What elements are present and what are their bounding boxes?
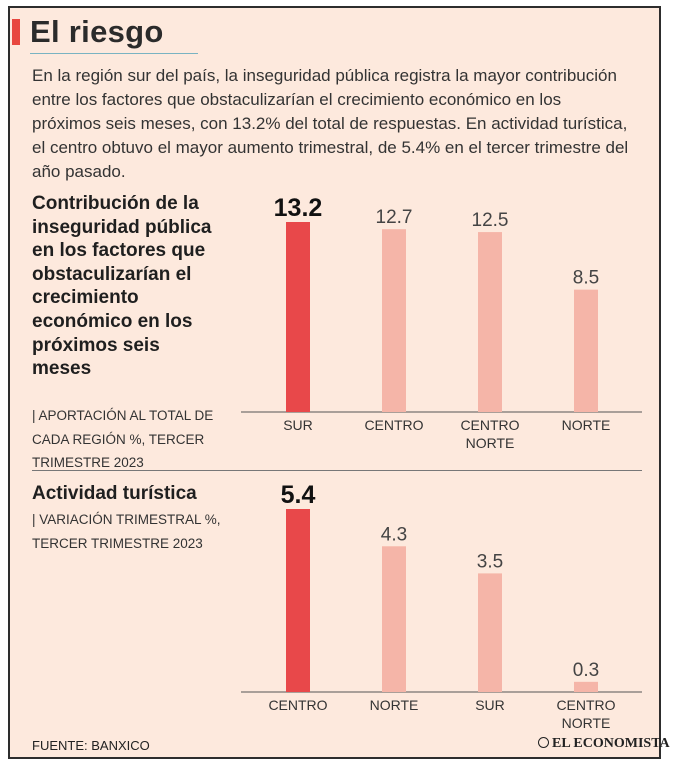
intro-paragraph: En la región sur del país, la insegurida… xyxy=(32,66,629,181)
chart2-bar xyxy=(382,546,406,692)
chart2-svg: 5.4 CENTRO 4.3 NORTE 3.5 SUR 0.3 CENTRO NORTE xyxy=(241,481,642,731)
chart1-value-label: 12.5 xyxy=(472,210,509,231)
chart2-bar xyxy=(478,573,502,692)
chart1-value-label: 13.2 xyxy=(274,194,323,222)
chart1-svg: 13.2 SUR 12.7 CENTRO 12.5 CENTRO NORTE 8.5 NORTE xyxy=(241,194,642,451)
chart2-bar xyxy=(574,681,598,692)
title-underline xyxy=(30,53,198,54)
section-divider xyxy=(32,470,642,471)
chart2-category-label: CENTRO xyxy=(268,697,327,713)
chart1-bar xyxy=(286,222,310,412)
chart2-bar xyxy=(286,509,310,692)
chart1-value-label: 8.5 xyxy=(573,268,599,289)
chart1-category-label: CENTRO xyxy=(364,417,423,433)
chart2-value-label: 3.5 xyxy=(477,551,503,572)
infographic-frame xyxy=(8,6,661,759)
chart1-category-label: SUR xyxy=(283,417,313,433)
chart2-category-label: NORTE xyxy=(370,697,419,713)
chart2-category-label: CENTRO xyxy=(556,697,615,713)
chart2-value-label: 0.3 xyxy=(573,660,599,681)
chart2-value-label: 4.3 xyxy=(381,524,407,545)
chart1-bar xyxy=(574,289,598,412)
publisher-logo: EL ECONOMISTA xyxy=(538,736,670,752)
chart1-category-label: NORTE xyxy=(562,417,611,433)
chart2-subtitle: | Variación trimestral %, tercer trimest… xyxy=(32,512,221,551)
publisher-mark-icon xyxy=(538,737,549,748)
chart2-value-label: 5.4 xyxy=(281,481,316,509)
chart1-category-label: NORTE xyxy=(466,435,515,451)
page-title: El riesgo xyxy=(30,14,164,49)
source-note: FUENTE: BANXICO xyxy=(32,738,150,753)
chart1-value-label: 12.7 xyxy=(376,207,413,228)
chart1-bar xyxy=(478,232,502,412)
chart2-category-label: SUR xyxy=(475,697,505,713)
publisher-name: EL ECONOMISTA xyxy=(552,736,670,751)
chart2-category-label: NORTE xyxy=(562,715,611,731)
chart1-heading: Contribución de la inseguridad pública e… xyxy=(32,193,212,380)
chart1-category-label: CENTRO xyxy=(460,417,519,433)
title-accent-bar xyxy=(12,19,20,45)
chart2-heading: Actividad turística xyxy=(32,483,197,504)
chart1-subtitle: | Aportación al total de cada región %, … xyxy=(32,408,214,471)
chart1-bar xyxy=(382,229,406,412)
